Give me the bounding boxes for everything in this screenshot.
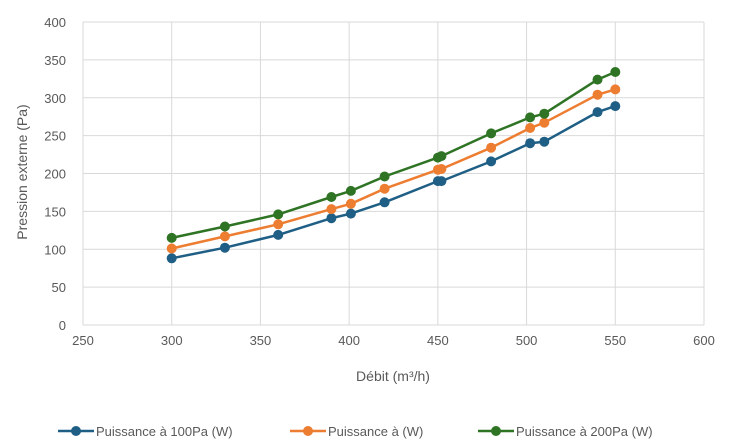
data-point [379, 171, 390, 182]
legend: Puissance à 100Pa (W) Puissance à (W) Puis… [58, 424, 653, 439]
y-tick-label: 250 [44, 129, 66, 144]
data-point [166, 232, 177, 243]
legend-entry: Puissance à (W) [290, 424, 423, 439]
data-point [436, 151, 447, 162]
legend-entry: Puissance à 100Pa (W) [58, 424, 233, 439]
y-tick-label: 400 [44, 15, 66, 30]
x-axis-title: Débit (m³/h) [356, 368, 430, 384]
data-point [592, 107, 603, 118]
data-point [486, 142, 497, 153]
data-point [326, 213, 337, 224]
data-point [436, 164, 447, 174]
data-point [326, 204, 337, 215]
data-point [273, 229, 284, 240]
y-tick-label: 350 [44, 53, 66, 68]
x-tick-label: 450 [427, 333, 449, 348]
data-point [592, 89, 603, 100]
y-axis-title: Pression externe (Pa) [14, 104, 30, 239]
legend-entry: Puissance à 200Pa (W) [478, 424, 653, 439]
x-tick-label: 500 [516, 333, 538, 348]
data-point [539, 117, 550, 128]
data-point [539, 136, 550, 147]
data-point [166, 243, 177, 254]
data-point [345, 198, 356, 209]
data-point [592, 74, 603, 85]
legend-label: Puissance à 200Pa (W) [516, 424, 653, 439]
data-point [326, 192, 337, 202]
series-2 [166, 84, 621, 254]
series-layer [166, 67, 621, 264]
y-tick-label: 100 [44, 242, 66, 257]
x-tick-label: 600 [693, 333, 715, 348]
data-point [525, 123, 536, 133]
y-tick-label: 50 [52, 280, 66, 295]
data-point [219, 242, 230, 253]
x-tick-label: 550 [604, 333, 626, 348]
y-tick-label: 300 [44, 91, 66, 106]
x-tick-label: 400 [338, 333, 360, 348]
data-point [486, 156, 497, 167]
series-3 [166, 67, 621, 243]
data-point [436, 176, 447, 187]
series-line [171, 104, 616, 260]
x-tick-label: 350 [250, 333, 272, 348]
data-point [345, 208, 356, 219]
y-tick-label: 150 [44, 204, 66, 219]
series-line [171, 70, 616, 240]
data-point [379, 197, 390, 208]
x-axis-ticks: 250 300 350 400 450 500 550 600 [72, 333, 715, 348]
data-point [219, 231, 230, 242]
data-point [539, 108, 550, 119]
y-axis-ticks: 0 50 100 150 200 250 300 350 400 [44, 15, 66, 333]
data-point [219, 221, 230, 232]
data-point [525, 138, 536, 149]
legend-marker [71, 426, 81, 436]
x-tick-label: 250 [72, 333, 94, 348]
data-point [273, 209, 284, 220]
data-point [486, 128, 497, 139]
data-point [379, 183, 390, 194]
legend-label: Puissance à 100Pa (W) [96, 424, 233, 439]
data-point [166, 253, 177, 264]
y-tick-label: 200 [44, 167, 66, 182]
data-point [610, 101, 621, 112]
data-point [525, 112, 536, 123]
x-tick-label: 300 [161, 333, 183, 348]
data-point [610, 84, 621, 95]
legend-marker [491, 426, 501, 436]
data-point [610, 67, 621, 77]
legend-marker [303, 426, 313, 436]
series-1 [166, 101, 621, 264]
data-point [273, 219, 284, 230]
legend-label: Puissance à (W) [328, 424, 423, 439]
data-point [345, 185, 356, 196]
y-tick-label: 0 [59, 318, 66, 333]
